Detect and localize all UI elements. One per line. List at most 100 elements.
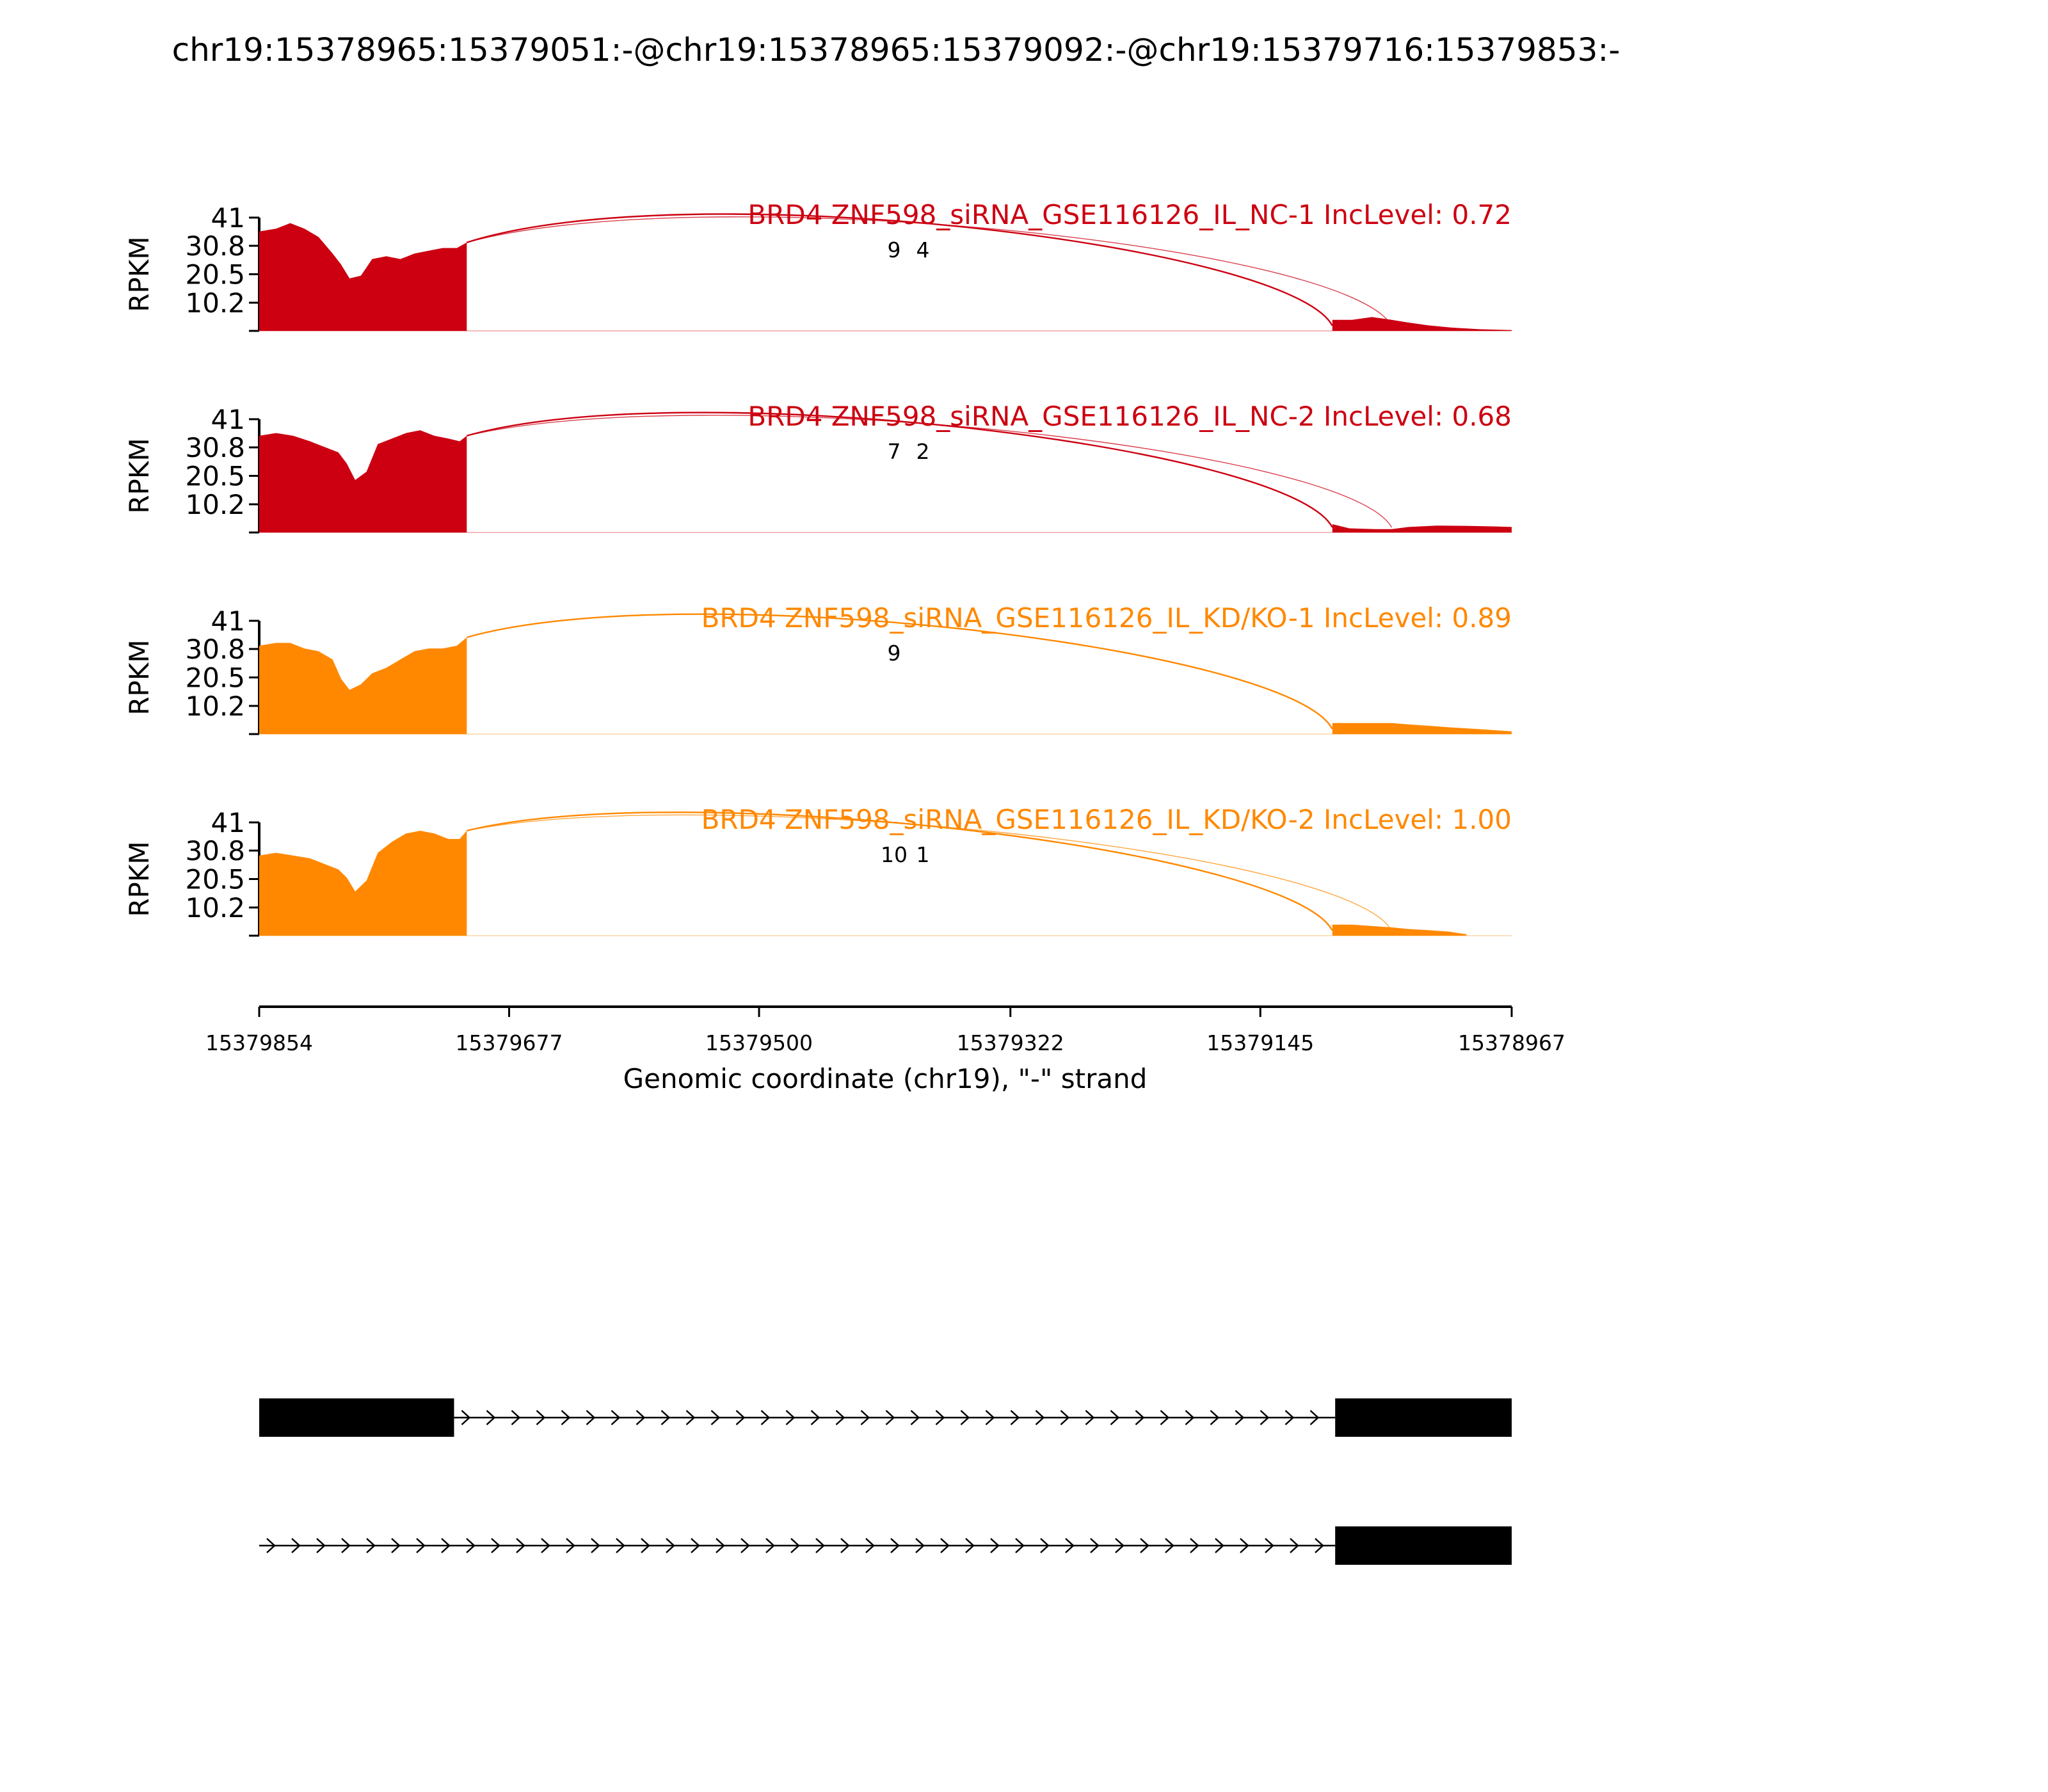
strand-arrow (1309, 1410, 1320, 1425)
strand-arrow (1110, 1410, 1120, 1425)
strand-arrow (760, 1410, 771, 1425)
strand-arrow (491, 1538, 500, 1553)
x-axis-label: Genomic coordinate (chr19), "-" strand (623, 1063, 1148, 1094)
y-tick-label: 10.2 (185, 892, 245, 924)
strand-arrow (1160, 1410, 1170, 1425)
transcript-2 (259, 1526, 1512, 1565)
strand-arrow (765, 1538, 775, 1553)
y-axis-label: RPKM (124, 438, 155, 513)
y-axis-label: RPKM (124, 236, 155, 312)
strand-arrow (1284, 1410, 1295, 1425)
strand-arrow (636, 1410, 646, 1425)
strand-arrow (266, 1538, 276, 1553)
strand-arrow (985, 1410, 995, 1425)
coverage-area-exon2 (1332, 317, 1512, 331)
x-tick-label: 15379145 (1206, 1030, 1314, 1055)
exon-block (259, 1398, 454, 1437)
y-tick-label: 30.8 (185, 835, 245, 867)
strand-arrow (486, 1410, 496, 1425)
coverage-area-exon1 (259, 430, 467, 532)
strand-arrow (316, 1538, 326, 1553)
strand-arrow (611, 1410, 621, 1425)
coverage-area-exon1 (259, 223, 467, 331)
sample-label: BRD4 ZNF598_siRNA_GSE116126_IL_NC-1 IncL… (748, 199, 1512, 230)
x-axis: Genomic coordinate (chr19), "-" strand 1… (205, 1005, 1565, 1094)
junction-arc (467, 814, 1393, 931)
strand-arrow (586, 1410, 596, 1425)
x-tick-label: 15379500 (705, 1030, 813, 1055)
strand-arrow (1190, 1538, 1199, 1553)
strand-arrow (835, 1410, 845, 1425)
junction-arc (467, 812, 1333, 931)
junction-count-label: 7 (888, 439, 901, 464)
junction-arc (466, 213, 1333, 326)
strand-arrow (885, 1410, 895, 1425)
strand-arrow (1015, 1538, 1025, 1553)
strand-arrow (810, 1410, 820, 1425)
strand-arrow (740, 1538, 750, 1553)
strand-arrow (865, 1538, 875, 1553)
y-tick-label: 20.5 (185, 864, 245, 895)
strand-arrow (1040, 1538, 1050, 1553)
strand-arrow (341, 1538, 351, 1553)
sample-label: BRD4 ZNF598_siRNA_GSE116126_IL_NC-2 IncL… (748, 401, 1512, 432)
strand-arrow (1240, 1538, 1249, 1553)
gene-models (259, 1398, 1512, 1565)
strand-arrow (935, 1410, 945, 1425)
y-axis-label: RPKM (124, 841, 155, 916)
y-tick-label: 10.2 (185, 489, 245, 520)
x-tick-label: 15379322 (957, 1030, 1064, 1055)
chart-title: chr19:15378965:15379051:-@chr19:15378965… (172, 31, 1620, 68)
junction-count-bg (914, 438, 932, 464)
y-tick-label: 20.5 (185, 662, 245, 694)
strand-arrow (516, 1538, 525, 1553)
strand-arrow (685, 1410, 696, 1425)
y-tick-label: 30.8 (185, 230, 245, 262)
strand-arrow (840, 1538, 850, 1553)
strand-arrow (965, 1538, 975, 1553)
coverage-area-exon2 (1332, 723, 1512, 734)
strand-arrow (466, 1538, 476, 1553)
sample-label: BRD4 ZNF598_siRNA_GSE116126_IL_KD/KO-1 I… (701, 602, 1512, 634)
y-tick-label: 41 (211, 202, 245, 234)
coverage-area-exon2 (1332, 524, 1512, 532)
strand-arrow (566, 1538, 575, 1553)
strand-arrow (1165, 1538, 1174, 1553)
strand-arrow (1210, 1410, 1220, 1425)
junction-arc (467, 613, 1333, 730)
y-tick-label: 41 (211, 404, 245, 435)
strand-arrow (1265, 1538, 1274, 1553)
coverage-area-exon2 (1332, 924, 1467, 936)
strand-arrow (441, 1538, 451, 1553)
strand-arrow (561, 1410, 571, 1425)
exon-block (1335, 1398, 1512, 1437)
strand-arrow (391, 1538, 401, 1553)
y-tick-label: 41 (211, 605, 245, 637)
y-tick-label: 20.5 (185, 259, 245, 291)
y-tick-label: 10.2 (185, 287, 245, 319)
x-tick-label: 15379854 (205, 1030, 313, 1055)
strand-arrow (541, 1538, 550, 1553)
strand-arrow (416, 1538, 426, 1553)
exon-block (1335, 1526, 1512, 1565)
strand-arrow (890, 1538, 900, 1553)
sample-label: BRD4 ZNF598_siRNA_GSE116126_IL_KD/KO-2 I… (701, 804, 1512, 835)
junction-count-label: 9 (888, 641, 901, 666)
y-axis-label: RPKM (124, 639, 155, 715)
junction-count-bg (885, 438, 903, 464)
junction-count-bg (885, 237, 903, 262)
strand-arrow (940, 1538, 950, 1553)
strand-arrow (1035, 1410, 1045, 1425)
strand-arrow (785, 1410, 796, 1425)
strand-arrow (591, 1538, 600, 1553)
junction-arc (467, 412, 1333, 528)
strand-arrow (815, 1538, 825, 1553)
junction-count-label: 1 (916, 842, 930, 867)
strand-arrow (511, 1410, 521, 1425)
strand-arrow (1135, 1410, 1145, 1425)
junction-count-bg (914, 842, 932, 867)
strand-arrow (366, 1538, 376, 1553)
